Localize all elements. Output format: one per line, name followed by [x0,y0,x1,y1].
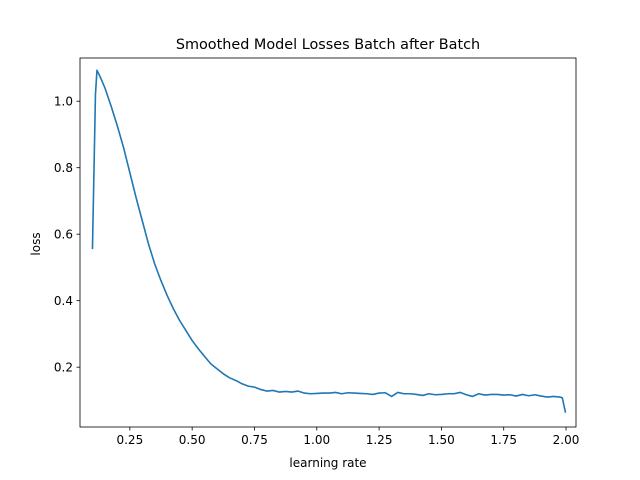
plot-area [79,57,577,428]
axes-frame [79,57,577,428]
y-tick-label: 0.8 [54,161,73,175]
plot-background [80,58,576,427]
x-tick-label: 0.50 [179,433,206,447]
x-tick-label: 0.75 [241,433,268,447]
x-tick-label: 0.25 [116,433,143,447]
y-axis-ticks: 0.2 0.4 0.6 0.8 1.0 [54,95,80,374]
x-tick-label: 1.00 [303,433,330,447]
chart-title: Smoothed Model Losses Batch after Batch [176,37,480,53]
y-tick-label: 1.0 [54,95,73,109]
y-tick-label: 0.6 [54,227,73,241]
y-tick-label: 0.4 [54,294,73,308]
y-axis-label: loss [29,232,43,255]
x-tick-label: 1.75 [490,433,517,447]
loss-series-line [91,69,567,413]
x-tick-label: 1.50 [428,433,455,447]
x-axis-ticks: 0.25 0.50 0.75 1.00 1.25 1.50 1.75 2.00 [116,427,579,447]
x-tick-label: 2.00 [553,433,580,447]
y-tick-label: 0.2 [54,360,73,374]
x-axis-label: learning rate [289,456,366,470]
x-tick-label: 1.25 [366,433,393,447]
